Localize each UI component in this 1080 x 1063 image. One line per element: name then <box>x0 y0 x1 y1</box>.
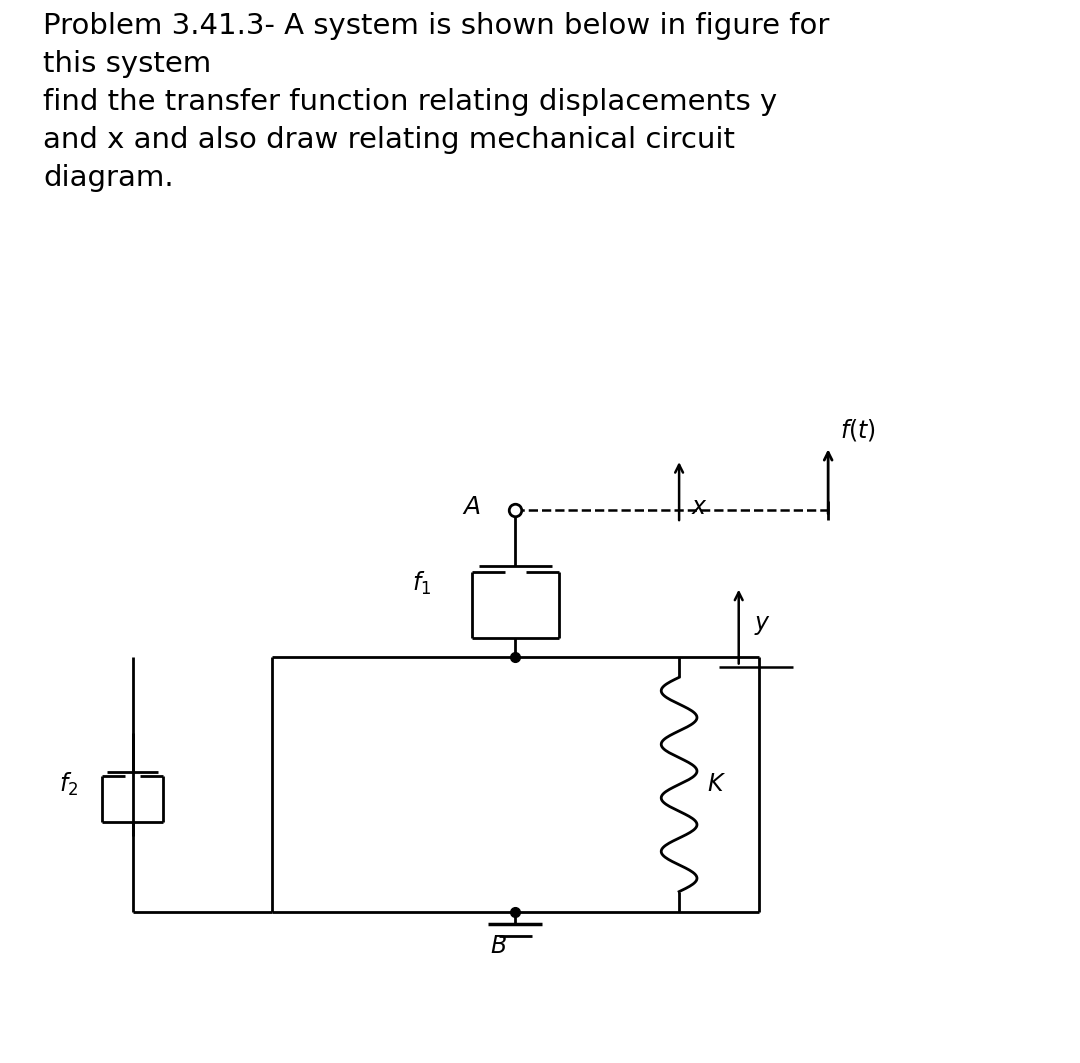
Text: $f_2$: $f_2$ <box>58 771 78 798</box>
Text: $x$: $x$ <box>691 495 707 519</box>
Text: $y$: $y$ <box>754 613 770 637</box>
Text: $f_1$: $f_1$ <box>411 570 431 597</box>
Text: $K$: $K$ <box>707 773 726 796</box>
Text: $B$: $B$ <box>490 934 508 959</box>
Text: Problem 3.41.3- A system is shown below in figure for
this system
find the trans: Problem 3.41.3- A system is shown below … <box>43 12 829 191</box>
Text: $f(t)$: $f(t)$ <box>840 418 876 443</box>
Text: $A$: $A$ <box>461 495 481 519</box>
